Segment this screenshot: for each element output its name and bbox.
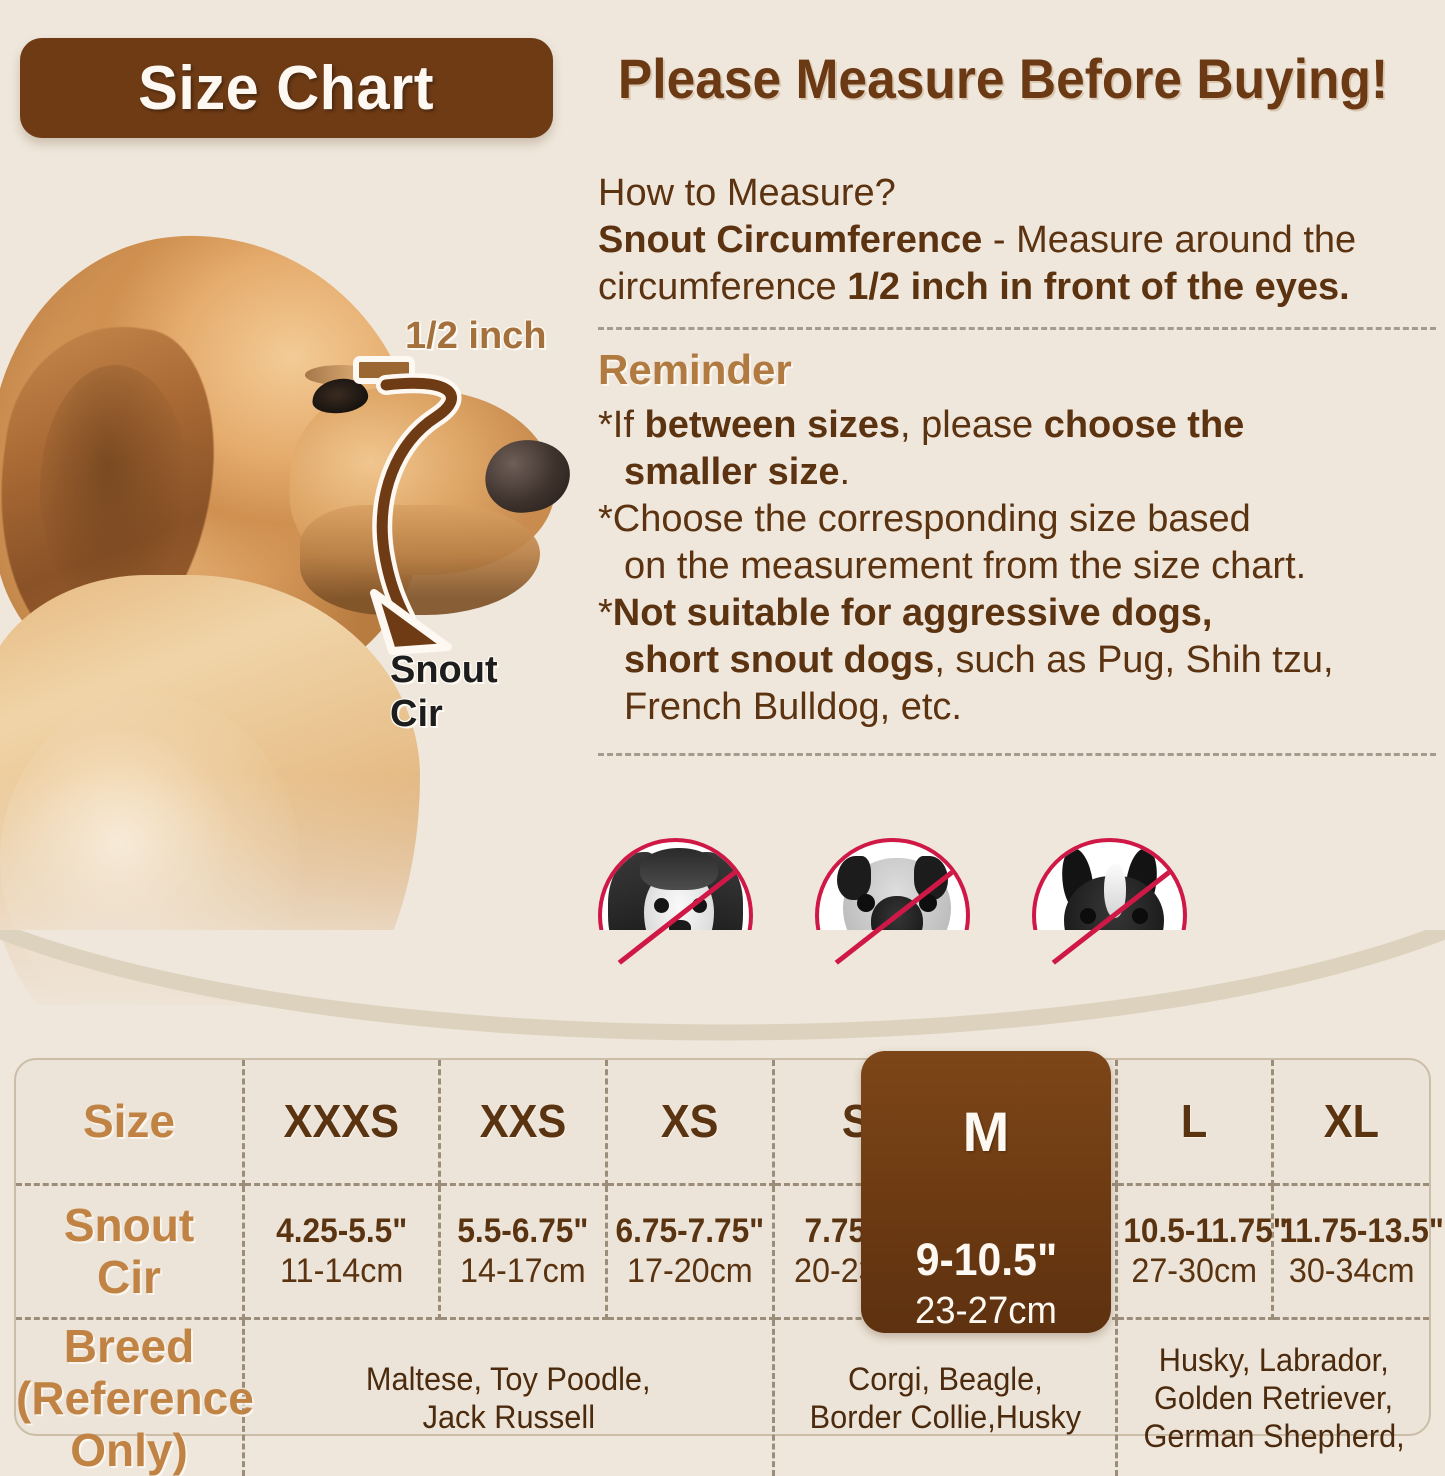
breed-cell-small: Maltese, Toy Poodle, Jack Russell <box>243 1318 775 1476</box>
half-inch-label: 1/2 inch <box>405 315 547 357</box>
size-cell-xl: XL <box>1272 1060 1429 1186</box>
page-header: Size Chart Please Measure Before Buying! <box>0 0 1445 150</box>
reminder-3-line2: short snout dogs, such as Pug, Shih tzu, <box>598 637 1438 684</box>
dog-ear-shadow <box>40 365 190 615</box>
curved-measure-arrow-icon <box>353 356 462 655</box>
decorative-swoosh <box>0 930 1445 1041</box>
reminder-title: Reminder <box>598 346 792 393</box>
size-cell-xxs: XXS <box>439 1060 609 1186</box>
highlighted-snout-inches: 9-10.5" <box>915 1234 1057 1285</box>
breed-cell-medium: Corgi, Beagle, Border Collie,Husky <box>773 1318 1119 1476</box>
snout-cir-label: Snout Cir <box>390 648 498 736</box>
highlighted-snout-cm: 23-27cm <box>915 1290 1057 1332</box>
highlighted-size-letter: M <box>962 1100 1010 1163</box>
reminder-1-pre: If <box>612 404 645 446</box>
reminder-3-line2-post: , such as Pug, Shih tzu, <box>934 639 1334 681</box>
info-panel: How to Measure? Snout Circumference - Me… <box>598 170 1438 770</box>
reminder-item-3: *Not suitable for aggressive dogs, short… <box>598 590 1438 731</box>
page-title: Please Measure Before Buying! <box>617 47 1389 110</box>
reminder-1-line2-bold: smaller size <box>624 451 840 493</box>
highlighted-size-column-m[interactable]: M 9-10.5" 23-27cm <box>861 1051 1111 1333</box>
reminder-item-1: *If between sizes, please choose the sma… <box>598 402 1438 496</box>
breed-cell-large: Husky, Labrador, Golden Retriever, Germa… <box>1142 1341 1405 1454</box>
row-label-breed: Breed (Reference Only) <box>16 1318 254 1476</box>
size-cell-xs: XS <box>606 1060 775 1186</box>
snout-circumference-term: Snout Circumference <box>598 219 983 261</box>
table-row-breed: Breed (Reference Only) Maltese, Toy Pood… <box>16 1318 1429 1476</box>
size-chart-badge-label: Size Chart <box>138 53 435 123</box>
divider-top <box>598 327 1436 330</box>
snout-cell-xxxs: 4.25-5.5" 11-14cm <box>243 1184 442 1320</box>
reminder-1-bold2: choose the <box>1043 404 1245 446</box>
divider-bottom <box>598 753 1436 756</box>
dog-lower-muzzle <box>300 505 540 615</box>
row-label-snout-cir: Snout Cir <box>16 1184 245 1320</box>
reminder-1-marker: * <box>598 404 613 446</box>
reminder-3-line2-bold: short snout dogs <box>624 639 935 681</box>
snout-cir-label-line1: Snout <box>390 649 498 691</box>
table-row-size: Size XXXS XXS XS S L XL <box>16 1060 1429 1186</box>
reminder-2-line2: on the measurement from the size chart. <box>624 545 1307 587</box>
snout-cell-l: 10.5-11.75" 27-30cm <box>1116 1184 1288 1320</box>
reminder-1-line2-post: . <box>839 451 851 493</box>
size-cell-xxxs: XXXS <box>243 1060 442 1186</box>
how-to-measure-description: Snout Circumference - Measure around the… <box>598 217 1438 311</box>
reminder-1-line2: smaller size. <box>598 449 1438 496</box>
reminder-2-marker: * <box>598 498 613 540</box>
reminder-2-line1: Choose the corresponding size based <box>612 498 1251 540</box>
how-to-measure-desc-bold: 1/2 inch in front of the eyes. <box>847 266 1350 308</box>
size-chart-table: Size XXXS XXS XS S L XL Snout Cir 4.25-5… <box>14 1058 1443 1476</box>
reminder-1-mid: , please <box>900 404 1044 446</box>
snout-cell-xs: 6.75-7.75" 17-20cm <box>606 1184 775 1320</box>
reminder-3-line1-bold: Not suitable for aggressive dogs, <box>612 592 1213 634</box>
how-to-measure-question: How to Measure? <box>598 172 896 214</box>
reminder-1-bold1: between sizes <box>644 404 901 446</box>
table-row-snout-cir: Snout Cir 4.25-5.5" 11-14cm 5.5-6.75" 14… <box>16 1184 1443 1320</box>
snout-cell-xl: 11.75-13.5" 30-34cm <box>1272 1184 1443 1320</box>
reminder-3-line3: French Bulldog, etc. <box>624 686 962 728</box>
reminder-3-marker: * <box>598 592 613 634</box>
how-to-measure-desc-part1: - Measure around the circumference <box>598 219 1357 308</box>
reminder-item-2: *Choose the corresponding size based on … <box>598 496 1438 590</box>
size-cell-l: L <box>1116 1060 1274 1186</box>
row-label-size: Size <box>16 1060 245 1186</box>
size-chart-badge: Size Chart <box>20 38 553 138</box>
snout-cir-label-line2: Cir <box>390 693 443 735</box>
snout-cell-xxs: 5.5-6.75" 14-17cm <box>439 1184 609 1320</box>
